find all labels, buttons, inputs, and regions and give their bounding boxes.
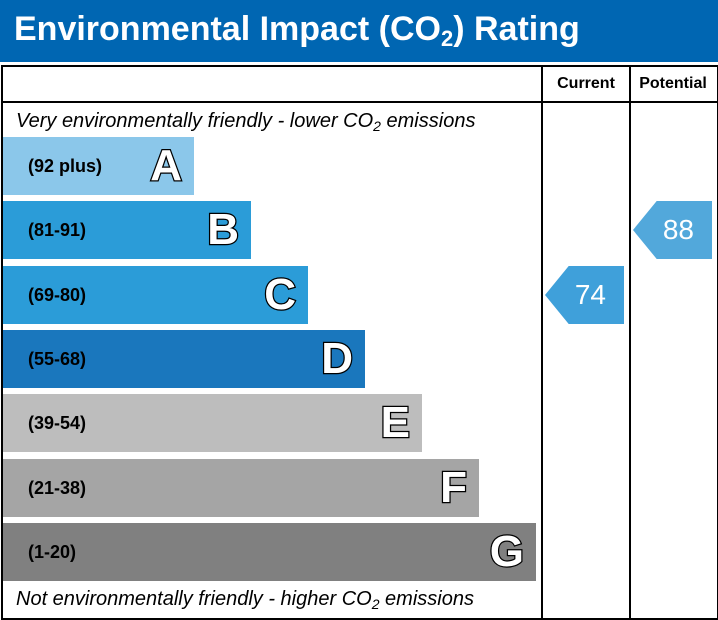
header-row-divider [1,101,718,103]
band-letter: C [263,269,297,321]
band-range-label: (55-68) [28,349,87,369]
band-b: (81-91) B [3,201,251,259]
top-note: Very environmentally friendly - lower CO… [16,110,476,134]
current-rating-value: 74 [574,279,606,310]
band-letter: G [489,526,526,578]
band-c: (69-80) C [3,266,308,324]
band-range-label: (39-54) [28,413,87,433]
current-column-header: Current [557,75,615,92]
band-range-label: (92 plus) [28,156,103,176]
potential-column-header: Potential [639,75,707,92]
current-column-divider [541,65,543,620]
current-rating-arrow: 74 [545,266,624,324]
band-letter: F [439,462,468,514]
band-range-label: (81-91) [28,220,87,240]
band-g: (1-20) G [3,523,536,581]
band-letter: D [320,333,354,385]
band-d: (55-68) D [3,330,365,388]
header-bar: Environmental Impact (CO2) Rating [0,0,718,62]
band-range-label: (1-20) [28,542,77,562]
bottom-note: Not environmentally friendly - higher CO… [16,588,474,612]
band-range-label: (69-80) [28,285,87,305]
band-e: (39-54) E [3,394,422,452]
potential-column-divider [629,65,631,620]
band-range-label: (21-38) [28,478,87,498]
potential-rating-value: 88 [662,214,694,245]
band-letter: A [149,140,183,192]
chart-title: Environmental Impact (CO2) Rating [14,10,580,51]
band-letter: B [206,204,240,256]
band-a: (92 plus) A [3,137,194,195]
band-letter: E [379,397,411,449]
band-f: (21-38) F [3,459,479,517]
